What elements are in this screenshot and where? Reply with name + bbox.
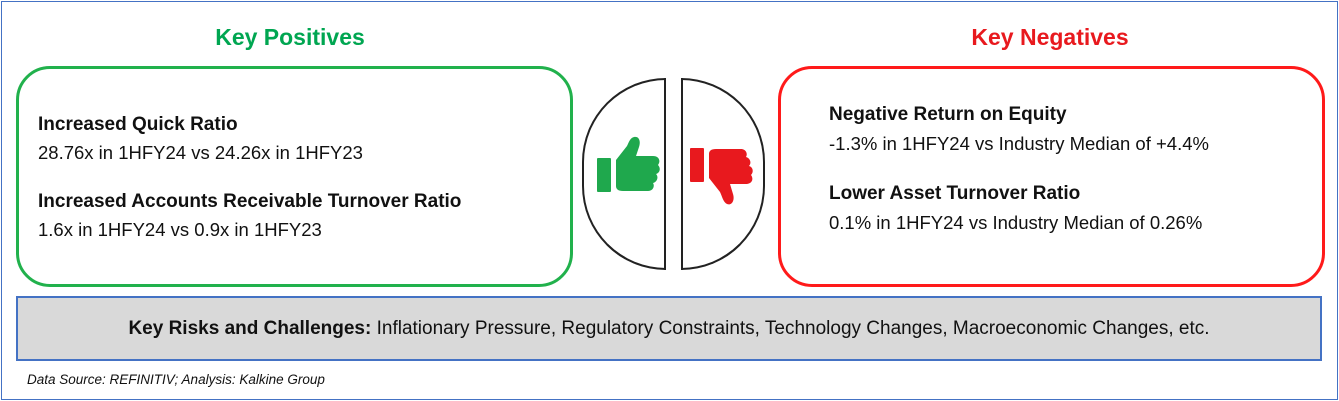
key-positives-box — [16, 66, 573, 287]
key-negatives-box — [778, 66, 1325, 287]
positive-item-title: Increased Accounts Receivable Turnover R… — [38, 191, 462, 212]
key-negatives-heading: Key Negatives — [971, 24, 1129, 50]
key-risks-text: Inflationary Pressure, Regulatory Constr… — [371, 317, 1210, 339]
positive-item-detail: 1.6x in 1HFY24 vs 0.9x in 1HFY23 — [38, 219, 322, 240]
negative-item-detail: -1.3% in 1HFY24 vs Industry Median of +4… — [829, 133, 1209, 154]
negative-item-detail: 0.1% in 1HFY24 vs Industry Median of 0.2… — [829, 212, 1203, 233]
positive-item-detail: 28.76x in 1HFY24 vs 24.26x in 1HFY23 — [38, 142, 363, 163]
key-risks-label: Key Risks and Challenges: — [128, 317, 372, 339]
key-positives-heading: Key Positives — [215, 24, 365, 50]
thumbs-up-icon — [597, 136, 660, 192]
key-risks-bar: Key Risks and Challenges: Inflationary P… — [16, 296, 1322, 361]
positive-item-title: Increased Quick Ratio — [38, 114, 238, 135]
data-source-note: Data Source: REFINITIV; Analysis: Kalkin… — [27, 372, 325, 387]
thumbs-down-icon — [690, 148, 753, 205]
negative-item-title: Negative Return on Equity — [829, 104, 1067, 125]
negative-item-title: Lower Asset Turnover Ratio — [829, 183, 1081, 204]
